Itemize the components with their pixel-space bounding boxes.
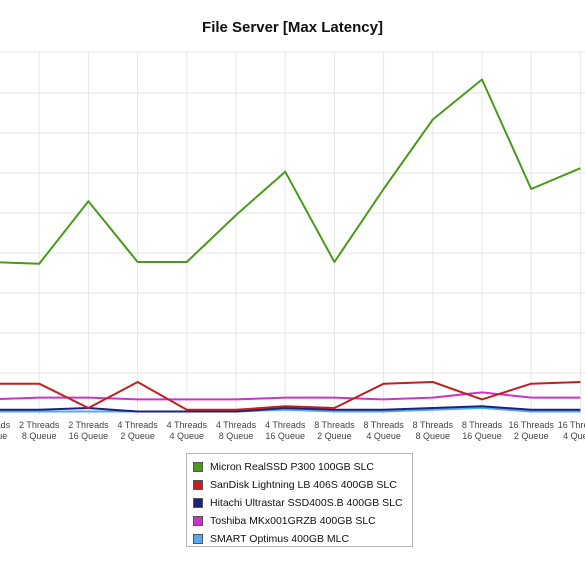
x-tick-label: 4 Threads 2 Queue bbox=[117, 420, 158, 441]
x-tick-label: 8 Threads 8 Queue bbox=[413, 420, 454, 441]
x-tick-label: 4 Threads 4 Queue bbox=[167, 420, 208, 441]
legend-item: Toshiba MKx001GRZB 400GB SLC bbox=[193, 512, 412, 530]
legend-swatch bbox=[193, 462, 203, 472]
legend-item: Hitachi Ultrastar SSD400S.B 400GB SLC bbox=[193, 494, 412, 512]
x-tick-label: 4 Threads 8 Queue bbox=[216, 420, 257, 441]
series-line bbox=[0, 407, 581, 413]
legend-swatch bbox=[193, 480, 203, 490]
x-tick-label: 8 Threads 4 Queue bbox=[363, 420, 404, 441]
legend-label: Micron RealSSD P300 100GB SLC bbox=[210, 461, 374, 473]
grid-lines bbox=[0, 51, 585, 415]
legend: Micron RealSSD P300 100GB SLC SanDisk Lig… bbox=[186, 453, 413, 547]
legend-swatch bbox=[193, 498, 203, 508]
chart-title: File Server [Max Latency] bbox=[202, 19, 383, 36]
x-tick-label: 2 Threads 8 Queue bbox=[19, 420, 60, 441]
legend-label: SMART Optimus 400GB MLC bbox=[210, 533, 350, 545]
legend-item: Micron RealSSD P300 100GB SLC bbox=[193, 458, 412, 476]
x-tick-label: 8 Threads 16 Queue bbox=[462, 420, 503, 441]
legend-swatch bbox=[193, 516, 203, 526]
x-tick-label: 16 Threads 2 Queue bbox=[509, 420, 555, 441]
legend-label: Toshiba MKx001GRZB 400GB SLC bbox=[210, 515, 376, 527]
series-line bbox=[0, 391, 581, 401]
x-tick-label: 4 Threads 16 Queue bbox=[265, 420, 306, 441]
series-line bbox=[0, 78, 581, 265]
series-line bbox=[0, 381, 581, 411]
x-tick-label: 8 Threads 2 Queue bbox=[314, 420, 355, 441]
series-lines bbox=[0, 78, 581, 413]
legend-item: SanDisk Lightning LB 406S 400GB SLC bbox=[193, 476, 412, 494]
x-tick-label: 2 Threads 16 Queue bbox=[68, 420, 109, 441]
legend-swatch bbox=[193, 534, 203, 544]
legend-label: SanDisk Lightning LB 406S 400GB SLC bbox=[210, 479, 397, 491]
legend-label: Hitachi Ultrastar SSD400S.B 400GB SLC bbox=[210, 497, 403, 509]
legend-item: SMART Optimus 400GB MLC bbox=[193, 530, 412, 548]
